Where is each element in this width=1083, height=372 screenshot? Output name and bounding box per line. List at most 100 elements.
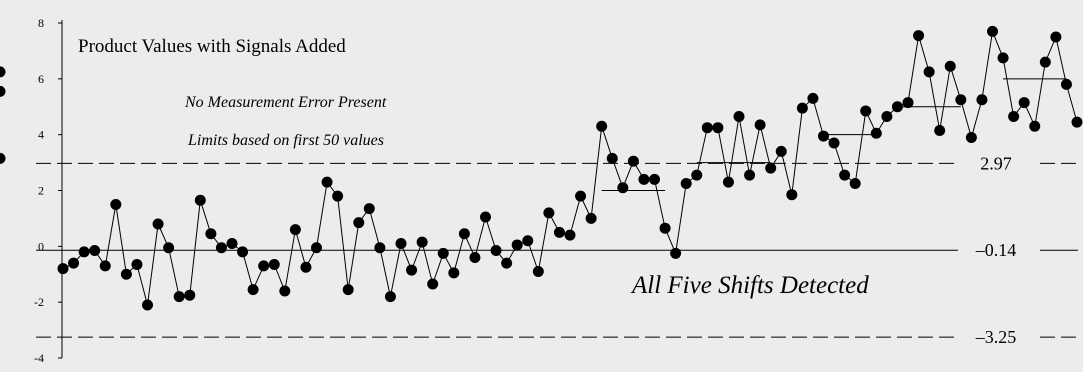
data-point — [532, 265, 544, 277]
data-point — [78, 246, 90, 258]
annotation-shifts-detected: All Five Shifts Detected — [630, 272, 869, 299]
data-point — [944, 60, 956, 72]
data-point — [311, 242, 322, 254]
data-point — [987, 25, 998, 37]
data-point — [575, 190, 587, 202]
data-point — [395, 238, 407, 250]
data-point — [374, 242, 386, 254]
data-point — [205, 228, 217, 240]
data-point — [881, 111, 893, 123]
y-tick-label: 8 — [38, 16, 44, 30]
data-point — [754, 119, 766, 131]
data-point — [247, 284, 259, 296]
data-point — [775, 145, 787, 157]
data-point — [363, 203, 375, 215]
data-point — [490, 245, 502, 257]
data-point — [976, 94, 988, 106]
data-point — [226, 238, 238, 250]
data-point — [458, 228, 470, 240]
data-point — [99, 260, 111, 272]
data-point — [913, 30, 925, 42]
y-tick-label: 2 — [38, 184, 44, 198]
data-point — [680, 178, 692, 190]
data-point — [649, 173, 660, 185]
chart-title: Product Values with Signals Added — [78, 36, 346, 57]
data-point — [891, 101, 903, 113]
data-point — [437, 247, 449, 259]
data-point — [110, 198, 122, 210]
y-tick-label: -2 — [34, 295, 44, 309]
upper-limit-label: 2.97 — [980, 153, 1012, 173]
data-point — [765, 162, 777, 174]
data-point — [638, 173, 650, 185]
data-point — [564, 229, 576, 241]
data-point — [627, 155, 639, 167]
data-point — [427, 278, 439, 290]
data-point — [1039, 56, 1051, 68]
data-point — [596, 120, 608, 132]
data-point — [142, 299, 153, 311]
data-point — [89, 245, 101, 257]
data-point — [300, 261, 312, 273]
lower-limit-label: –3.25 — [975, 327, 1017, 347]
data-point — [1050, 31, 1062, 43]
data-point — [215, 242, 227, 254]
data-point — [342, 284, 354, 296]
data-point — [353, 217, 365, 229]
data-point — [1060, 78, 1072, 90]
data-point — [553, 226, 565, 238]
data-point — [406, 264, 418, 276]
data-point — [289, 224, 301, 236]
data-point — [543, 207, 555, 219]
data-point — [120, 268, 132, 280]
data-point — [786, 189, 798, 201]
data-point — [839, 169, 851, 181]
data-point — [722, 176, 734, 188]
data-point — [955, 94, 967, 106]
y-axis-ticks: 8 6 4 2 0 -2 -4 — [34, 16, 62, 365]
data-point — [796, 102, 808, 114]
data-point — [469, 252, 481, 263]
data-point — [0, 66, 6, 78]
data-point — [57, 263, 69, 275]
data-point — [480, 211, 491, 223]
data-point — [1029, 120, 1041, 132]
data-point — [237, 246, 249, 258]
data-point — [965, 131, 977, 143]
data-point — [184, 289, 196, 301]
data-point — [818, 130, 829, 142]
data-point — [744, 169, 756, 181]
data-point — [997, 52, 1009, 64]
data-point — [1018, 97, 1030, 109]
data-point — [68, 257, 80, 269]
data-point — [923, 66, 935, 78]
data-point — [934, 124, 946, 136]
data-point — [828, 137, 840, 149]
data-point — [606, 152, 618, 164]
annotation-limits-basis: Limits based on first 50 values — [187, 132, 384, 149]
center-line-label: –0.14 — [975, 240, 1017, 260]
data-point — [849, 178, 861, 190]
data-point — [585, 212, 597, 224]
data-point — [511, 239, 523, 251]
data-point — [870, 127, 882, 139]
data-point — [163, 242, 175, 254]
data-point — [268, 258, 280, 270]
data-point — [384, 291, 396, 303]
data-point — [670, 247, 682, 259]
data-point — [902, 97, 914, 109]
y-tick-label: -4 — [34, 351, 44, 365]
data-point — [0, 152, 6, 164]
data-point — [701, 122, 713, 134]
data-point — [173, 291, 185, 303]
data-point — [617, 182, 629, 194]
data-point — [1008, 111, 1020, 123]
data-point — [522, 235, 534, 247]
data-point — [131, 258, 143, 270]
y-tick-label: 0 — [38, 239, 44, 253]
data-point — [279, 285, 291, 297]
data-point — [860, 105, 872, 117]
data-point — [416, 236, 428, 248]
data-point — [152, 218, 164, 230]
